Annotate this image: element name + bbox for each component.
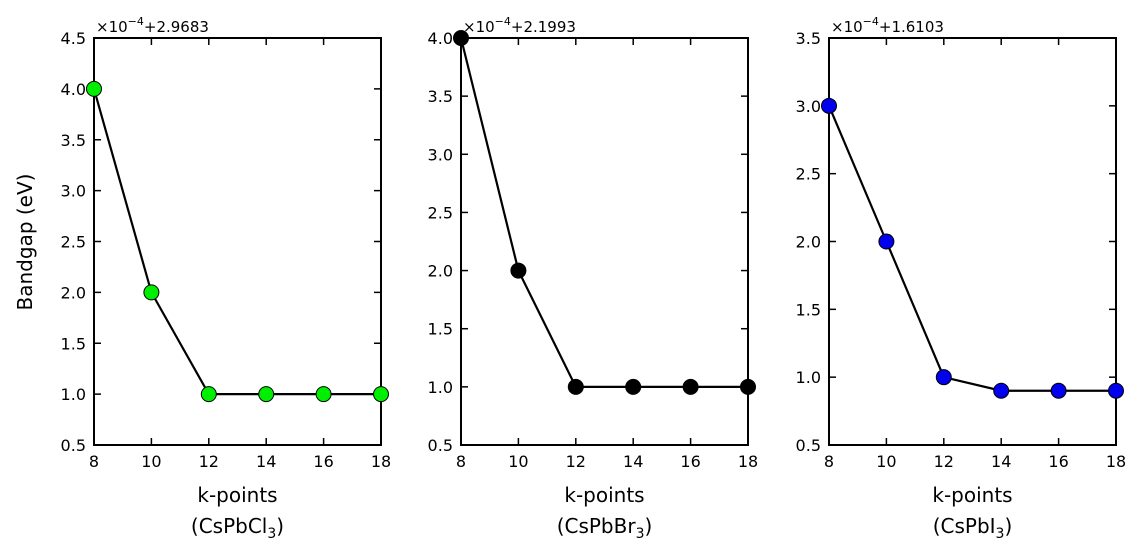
x-tick-label: 14 [991, 452, 1011, 471]
x-tick-label: 16 [680, 452, 700, 471]
y-tick-label: 3.5 [796, 29, 821, 48]
y-offset-label: ×10−4+2.9683 [96, 15, 209, 36]
data-point [258, 386, 275, 403]
y-tick-label: 0.5 [796, 436, 821, 455]
y-offset-label: ×10−4+2.1993 [463, 15, 576, 36]
y-tick-label: 1.0 [428, 378, 453, 397]
y-tick-label: 0.5 [61, 436, 86, 455]
x-tick-label: 12 [199, 452, 219, 471]
axes-frame [460, 37, 749, 446]
y-tick-label: 1.0 [796, 368, 821, 387]
series-line [92, 88, 381, 396]
data-point [200, 386, 217, 403]
x-tick-label: 16 [1048, 452, 1068, 471]
data-point [453, 30, 469, 46]
data-point [567, 378, 584, 395]
y-tick-label: 2.5 [796, 165, 821, 184]
y-tick-label: 1.5 [428, 320, 453, 339]
y-tick-label: 3.0 [428, 145, 453, 164]
x-tick-label: 18 [371, 452, 391, 471]
x-tick-label: 10 [141, 452, 161, 471]
data-point [682, 378, 699, 395]
data-point [1050, 382, 1067, 399]
x-tick-label: 8 [456, 452, 466, 471]
x-tick-label: 8 [824, 452, 834, 471]
x-tick-label: 10 [876, 452, 896, 471]
data-point [878, 233, 895, 250]
x-tick-label: 18 [738, 452, 758, 471]
data-point [143, 284, 160, 301]
x-axis-label: k-points [197, 483, 277, 507]
x-tick-label: 18 [1106, 452, 1126, 471]
series-line [827, 105, 1116, 392]
x-tick-label: 12 [566, 452, 586, 471]
chart-panel-1: 8 10 12 14 16 18 0.5 1.0 1.5 2.0 2.5 3.0 3.5 4.0 4.5 ×1… [61, 15, 392, 541]
y-tick-label: 3.0 [796, 97, 821, 116]
series-line [459, 37, 748, 388]
y-tick-label: 1.0 [61, 385, 86, 404]
data-point [315, 386, 332, 403]
x-axis-label: k-points [564, 483, 644, 507]
x-tick-label: 12 [934, 452, 954, 471]
y-tick-label: 2.5 [61, 233, 86, 252]
x-axis-label: k-points [932, 483, 1012, 507]
y-tick-label: 2.0 [796, 233, 821, 252]
x-tick-label: 10 [508, 452, 528, 471]
data-point [625, 378, 642, 395]
y-tick-label: 2.5 [428, 203, 453, 222]
x-tick-label: 14 [256, 452, 276, 471]
data-point [821, 97, 837, 114]
x-tick-label: 14 [623, 452, 643, 471]
data-point [86, 80, 102, 97]
y-tick-label: 4.0 [428, 29, 453, 48]
x-tick-label: 16 [313, 452, 333, 471]
y-tick-label: 4.0 [61, 80, 86, 99]
y-tick-label: 2.0 [61, 283, 86, 302]
y-offset-label: ×10−4+1.6103 [831, 15, 944, 36]
data-point [373, 386, 389, 403]
y-tick-label: 3.0 [61, 182, 86, 201]
compound-label: (CsPbI3) [933, 514, 1013, 541]
y-tick-label: 3.5 [61, 131, 86, 150]
data-point [1108, 382, 1124, 399]
y-tick-label: 1.5 [796, 300, 821, 319]
y-tick-label: 3.5 [428, 87, 453, 106]
y-tick-label: 0.5 [428, 436, 453, 455]
y-tick-label: 4.5 [61, 29, 86, 48]
compound-label: (CsPbCl3) [191, 514, 284, 541]
data-point [510, 262, 527, 279]
y-tick-label: 2.0 [428, 262, 453, 281]
chart-panel-3: 8 10 12 14 16 18 0.5 1.0 1.5 2.0 2.5 3.0 3.5 ×10−4+1.… [796, 15, 1127, 541]
chart-panel-2: 8 10 12 14 16 18 0.5 1.0 1.5 2.0 2.5 3.0 3.5 4.0 ×10−4… [428, 15, 759, 541]
data-point [993, 382, 1010, 399]
x-tick-label: 8 [89, 452, 99, 471]
y-axis-label: Bandgap (eV) [13, 174, 37, 311]
data-point [935, 369, 952, 386]
data-point [740, 378, 756, 395]
compound-label: (CsPbBr3) [557, 514, 653, 541]
y-tick-label: 1.5 [61, 334, 86, 353]
